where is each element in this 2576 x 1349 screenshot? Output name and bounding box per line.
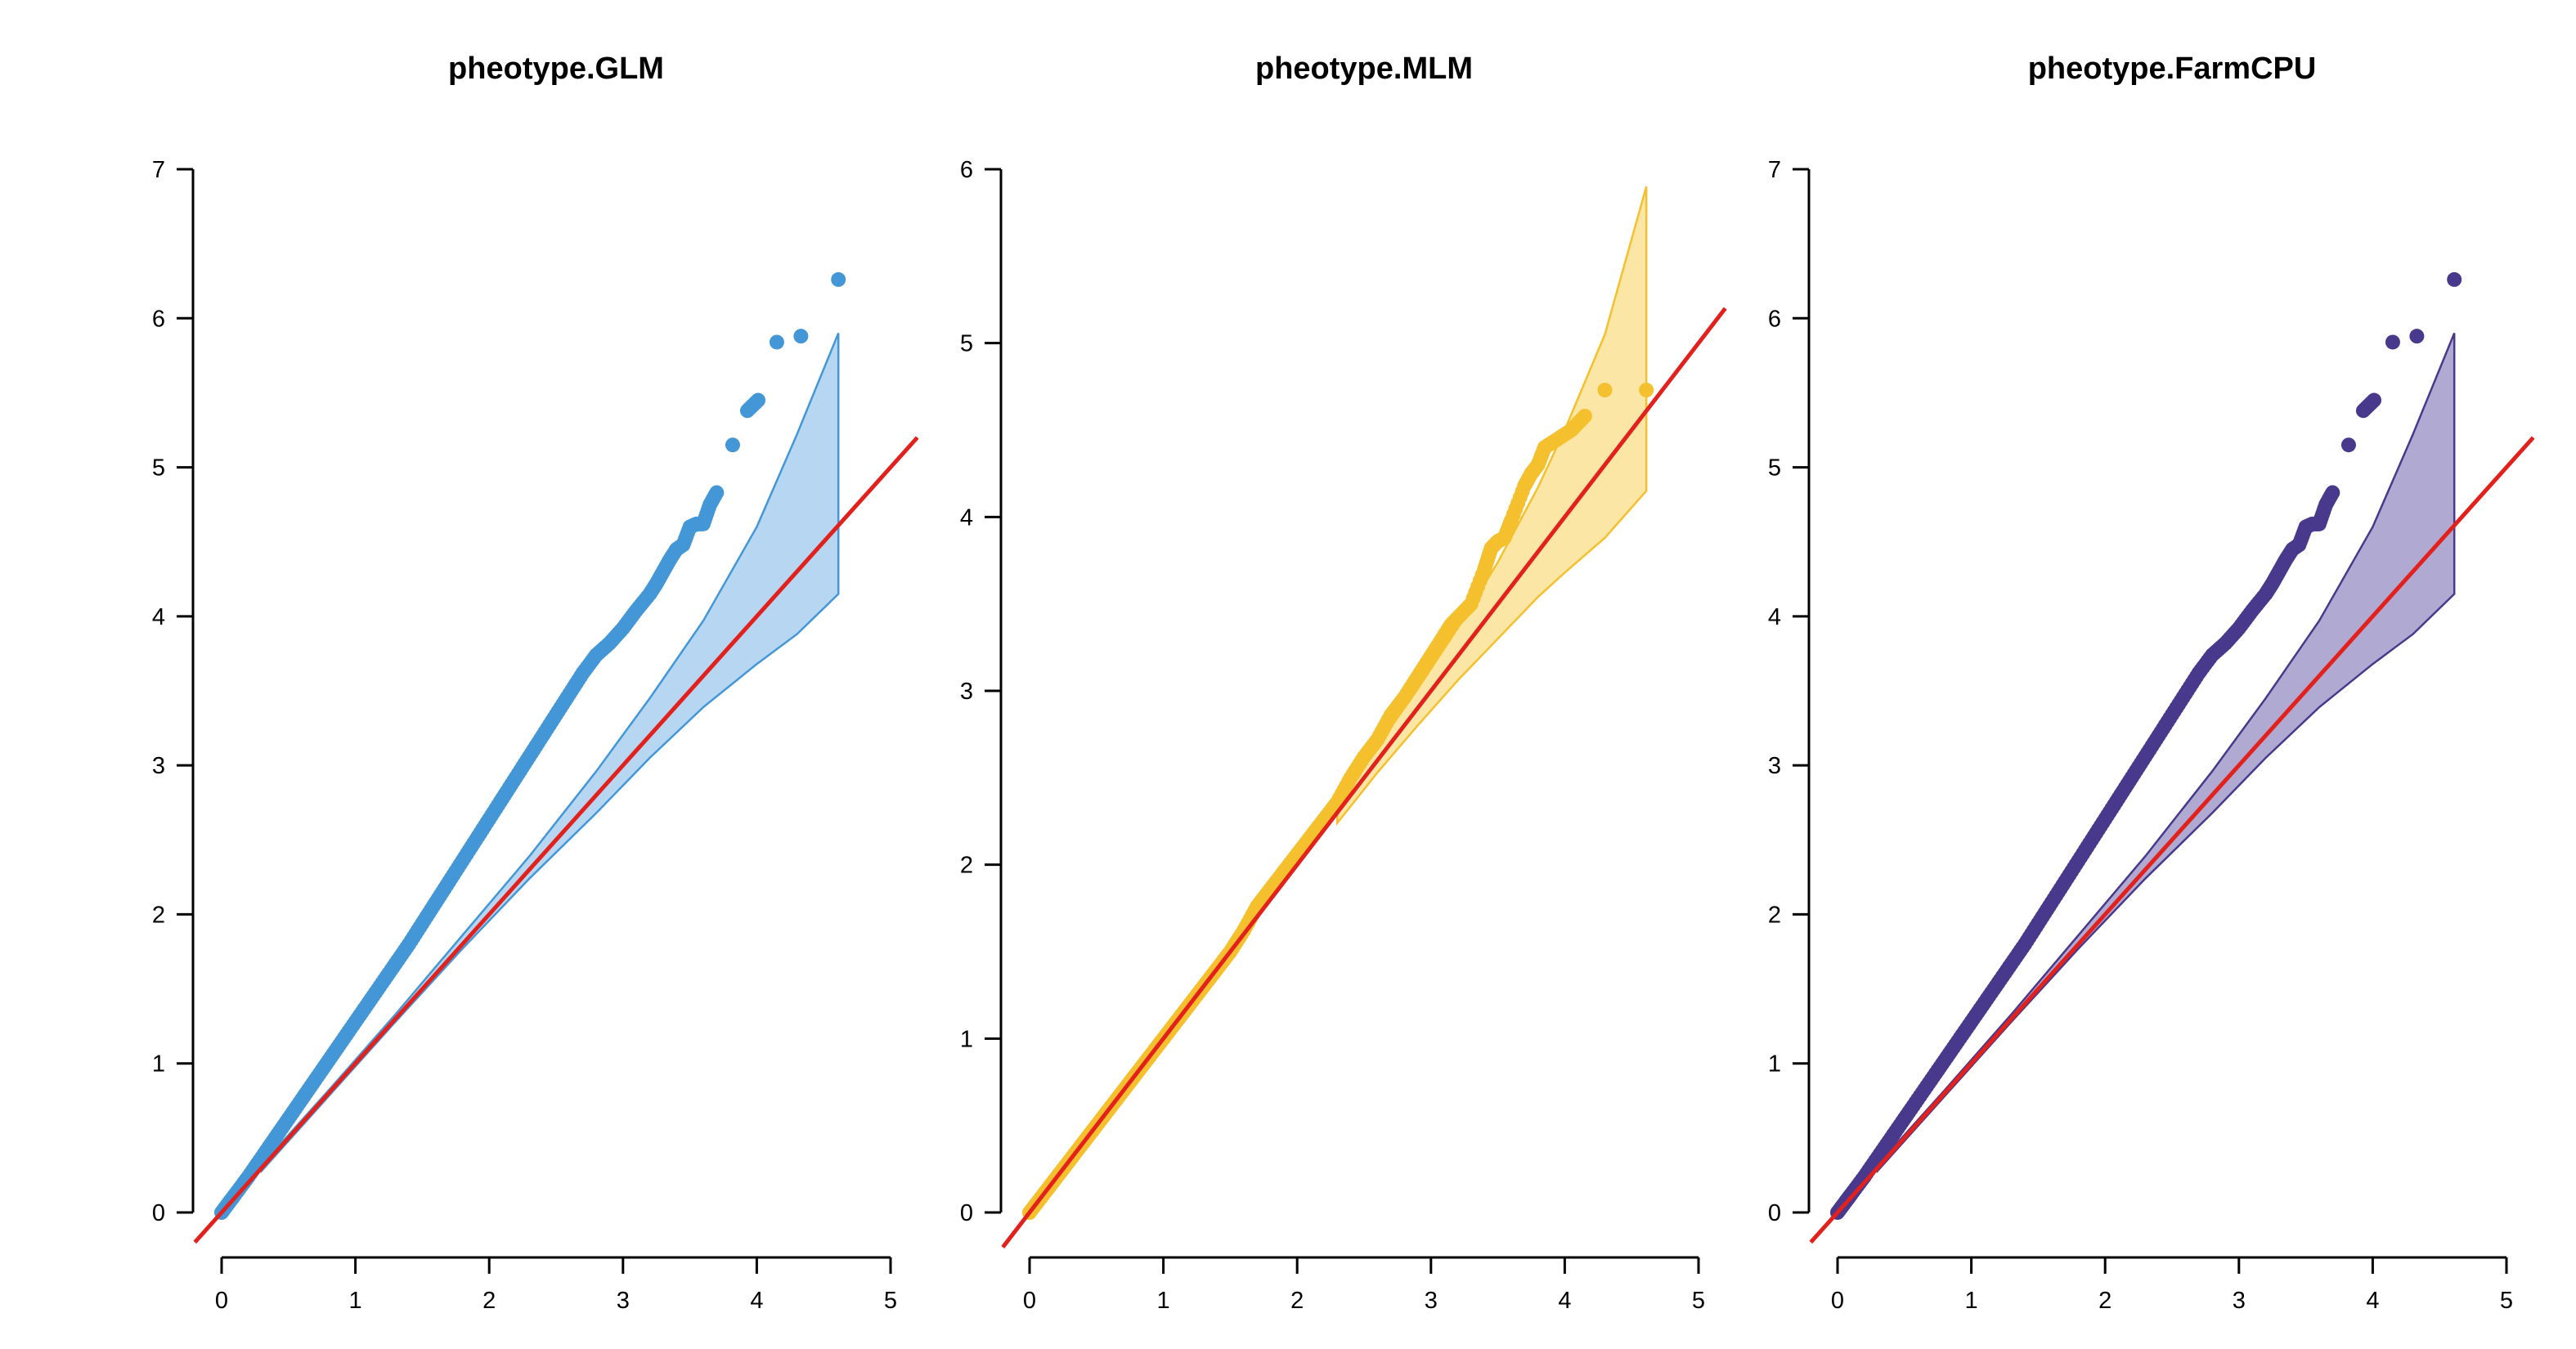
x-tick-label: 0 [1023,1288,1036,1314]
y-tick-label: 2 [1768,902,1781,928]
y-tick-label: 3 [1768,753,1781,779]
x-axis: 0 1 2 3 4 5 [1023,1256,1705,1314]
data-point [1597,383,1613,398]
x-tick-label: 0 [215,1288,228,1314]
x-tick-label: 5 [884,1288,897,1314]
y-tick-label: 7 [152,157,165,183]
qq-panel-2: pheotype.MLM 0 1 2 3 4 5 6 0 1 2 3 4 5 [960,52,1727,1314]
x-tick-label: 3 [617,1288,630,1314]
data-point [2447,271,2462,287]
y-tick-label: 0 [152,1200,165,1226]
y-tick-label: 0 [1768,1200,1781,1226]
reference-line [1001,307,1727,1249]
x-axis: 0 1 2 3 4 5 [1831,1256,2513,1314]
data-point [769,334,784,350]
panel-title: pheotype.MLM [1255,52,1473,86]
x-tick-label: 5 [2500,1288,2513,1314]
confidence-band [1876,333,2456,1174]
x-tick-label: 5 [1692,1288,1705,1314]
reference-line [1809,436,2535,1244]
data-point [2367,392,2382,408]
x-tick-label: 2 [2098,1288,2112,1314]
y-tick-label: 6 [1768,306,1781,332]
x-tick-label: 4 [750,1288,763,1314]
panel-title: pheotype.FarmCPU [2028,52,2317,86]
y-tick-label: 5 [152,455,165,482]
observed-points [214,271,846,1220]
data-point [709,485,725,500]
y-tick-label: 6 [960,157,973,183]
x-tick-label: 1 [349,1288,362,1314]
reference-line [193,436,919,1244]
y-tick-label: 0 [960,1200,973,1226]
y-axis: 0 1 2 3 4 5 6 7 [1768,157,1811,1226]
data-point [1639,383,1654,398]
x-tick-label: 4 [2366,1288,2379,1314]
y-tick-label: 3 [960,679,973,705]
data-point [2385,334,2400,350]
y-tick-label: 6 [152,306,165,332]
y-axis: 0 1 2 3 4 5 6 [960,157,1003,1226]
y-tick-label: 4 [152,604,165,630]
x-axis: 0 1 2 3 4 5 [215,1256,897,1314]
y-tick-label: 2 [960,853,973,879]
observed-points [1830,271,2462,1220]
y-tick-label: 5 [960,331,973,357]
y-tick-label: 4 [1768,604,1781,630]
x-tick-label: 3 [2233,1288,2246,1314]
y-tick-label: 1 [152,1051,165,1078]
data-point [2325,485,2340,500]
y-tick-label: 2 [152,902,165,928]
x-tick-label: 4 [1558,1288,1571,1314]
x-tick-label: 1 [1157,1288,1170,1314]
data-point [725,437,740,453]
y-tick-label: 7 [1768,157,1781,183]
y-tick-label: 4 [960,504,973,531]
data-point [793,329,809,344]
confidence-band [260,333,840,1174]
x-tick-label: 0 [1831,1288,1844,1314]
y-tick-label: 1 [960,1026,973,1052]
x-tick-label: 3 [1425,1288,1438,1314]
data-point [2340,437,2356,453]
x-tick-label: 2 [482,1288,496,1314]
y-axis: 0 1 2 3 4 5 6 7 [152,157,195,1226]
qq-panel-3: pheotype.FarmCPU 0 1 2 3 4 5 6 7 0 1 2 3 4 5 [1768,52,2535,1314]
panel-title: pheotype.GLM [448,52,664,86]
x-tick-label: 1 [1965,1288,1978,1314]
x-tick-label: 2 [1290,1288,1304,1314]
y-tick-label: 1 [1768,1051,1781,1078]
y-tick-label: 3 [152,753,165,779]
data-point [751,392,766,408]
data-point [1577,408,1592,424]
qq-panel-1: pheotype.GLM 0 1 2 3 4 5 6 7 0 1 2 3 4 5 [152,52,919,1314]
data-point [2409,329,2425,344]
data-point [831,271,846,287]
y-tick-label: 5 [1768,455,1781,482]
